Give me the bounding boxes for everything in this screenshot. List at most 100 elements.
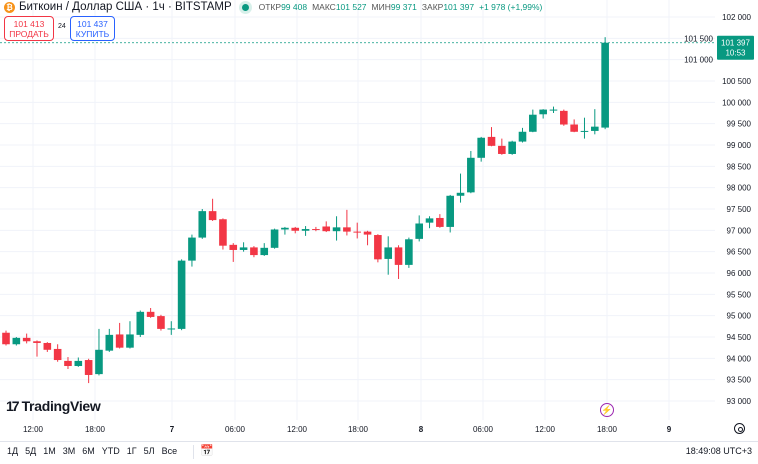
price-tick-label: 101 500 xyxy=(684,34,713,43)
price-tick-label: 102 000 xyxy=(722,13,751,22)
candle-body xyxy=(332,227,341,232)
candle-body xyxy=(74,360,83,367)
range-button-4[interactable]: 6М xyxy=(82,446,95,456)
candle-body xyxy=(394,247,403,265)
price-tick-label: 100 000 xyxy=(722,98,751,107)
candle xyxy=(12,337,21,346)
candle-body xyxy=(84,360,93,375)
candle-body xyxy=(260,247,269,256)
candle-body xyxy=(580,130,589,132)
candle-countdown: 10:53 xyxy=(725,49,746,58)
price-tick-label: 99 500 xyxy=(727,120,752,129)
low-label: МИН xyxy=(371,2,391,12)
candle xyxy=(33,340,41,357)
price-tick-label: 95 500 xyxy=(727,290,752,299)
range-button-3[interactable]: 3М xyxy=(62,446,76,456)
candle xyxy=(405,237,413,268)
candle-body xyxy=(115,334,124,348)
candle xyxy=(219,218,227,250)
time-tick-label: 18:00 xyxy=(85,425,106,434)
candle-body xyxy=(167,328,176,330)
candle-body xyxy=(301,229,310,231)
close-label: ЗАКР xyxy=(421,2,444,12)
gear-icon[interactable] xyxy=(734,423,745,434)
price-tick-label: 93 000 xyxy=(727,397,752,406)
price-tick-label: 96 000 xyxy=(727,269,752,278)
bottom-toolbar: 1Д 5Д 1М 3М 6М YTD 1Г 5Л Все 📅 18:49:08 UTC+3 xyxy=(0,441,758,464)
candle-body xyxy=(136,311,145,335)
change-value: +1 978 (+1,99%) xyxy=(479,2,543,12)
price-tick-label: 96 500 xyxy=(727,248,752,257)
tradingview-logo[interactable]: 17 TradingView xyxy=(6,398,101,414)
candle xyxy=(394,245,403,279)
last-price-value: 101 397 xyxy=(721,39,750,48)
calendar-goto-icon[interactable]: 📅 xyxy=(200,445,214,457)
candle-body xyxy=(322,226,331,232)
candle xyxy=(2,330,10,346)
logo-text: TradingView xyxy=(21,398,101,414)
range-button-0[interactable]: 1Д xyxy=(7,446,19,456)
candle-body xyxy=(508,141,516,154)
candle-body xyxy=(239,247,248,250)
price-tick-label: 94 000 xyxy=(727,354,752,363)
candle xyxy=(384,236,393,275)
buy-button[interactable]: 101 437 КУПИТЬ xyxy=(70,16,115,41)
candle-body xyxy=(219,219,227,246)
candle-body xyxy=(146,311,155,317)
tradingview-logo-icon: 17 xyxy=(6,398,20,414)
candle xyxy=(570,119,578,133)
candle xyxy=(508,140,516,155)
range-button-8[interactable]: Все xyxy=(161,446,178,456)
candle xyxy=(374,234,382,263)
symbol-title[interactable]: Биткоин / Доллар США · 1ч · BITSTAMP xyxy=(19,1,232,13)
candle-body xyxy=(105,334,114,351)
candle xyxy=(425,216,434,229)
candle-body xyxy=(33,341,41,343)
range-button-7[interactable]: 5Л xyxy=(143,446,155,456)
candle xyxy=(126,321,134,349)
candle xyxy=(177,259,186,331)
lightning-event-icon[interactable]: ⚡ xyxy=(600,403,614,417)
time-tick-label: 9 xyxy=(667,425,672,434)
candle-body xyxy=(22,337,31,342)
price-tick-label: 95 000 xyxy=(727,312,752,321)
divider xyxy=(193,445,194,459)
candle xyxy=(591,109,599,135)
candle-body xyxy=(229,244,238,250)
range-button-6[interactable]: 1Г xyxy=(126,446,137,456)
candle-body xyxy=(374,235,382,260)
range-button-2[interactable]: 1М xyxy=(43,446,56,456)
candle-body xyxy=(601,42,609,128)
candle xyxy=(208,198,217,221)
candle xyxy=(270,228,279,249)
time-axis[interactable]: 12:00 18:00 7 06:00 12:00 18:00 8 06:00 12:00 18:… xyxy=(23,425,672,434)
clock-timezone[interactable]: 18:49:08 UTC+3 xyxy=(685,446,752,456)
price-tick-label: 97 500 xyxy=(727,205,752,214)
price-chart[interactable]: 102 000 101 500 101 000 100 500 100 000 99 50… xyxy=(0,0,758,441)
candle xyxy=(353,222,362,239)
candle xyxy=(136,310,145,337)
spread-value: 24 xyxy=(58,23,66,30)
candle xyxy=(446,194,454,233)
price-tick-label: 93 500 xyxy=(727,376,752,385)
candle xyxy=(146,307,155,318)
range-button-1[interactable]: 5Д xyxy=(25,446,37,456)
price-tick-label: 98 000 xyxy=(727,184,752,193)
sell-button[interactable]: 101 413 ПРОДАТЬ xyxy=(4,16,54,41)
candle xyxy=(291,226,300,234)
low-value: 99 371 xyxy=(390,2,417,12)
candle-body xyxy=(157,316,165,329)
candle xyxy=(157,314,165,331)
candle xyxy=(301,226,310,236)
range-button-5[interactable]: YTD xyxy=(101,446,120,456)
candle xyxy=(415,215,423,242)
market-open-status-icon[interactable] xyxy=(241,3,249,11)
candle xyxy=(549,106,558,113)
candle xyxy=(167,321,176,335)
candle xyxy=(312,226,320,232)
price-axis[interactable]: 102 000 101 500 101 000 100 500 100 000 99 50… xyxy=(684,13,754,406)
sell-price: 101 413 xyxy=(13,18,45,29)
candle xyxy=(363,230,372,246)
candle-body xyxy=(291,227,300,231)
